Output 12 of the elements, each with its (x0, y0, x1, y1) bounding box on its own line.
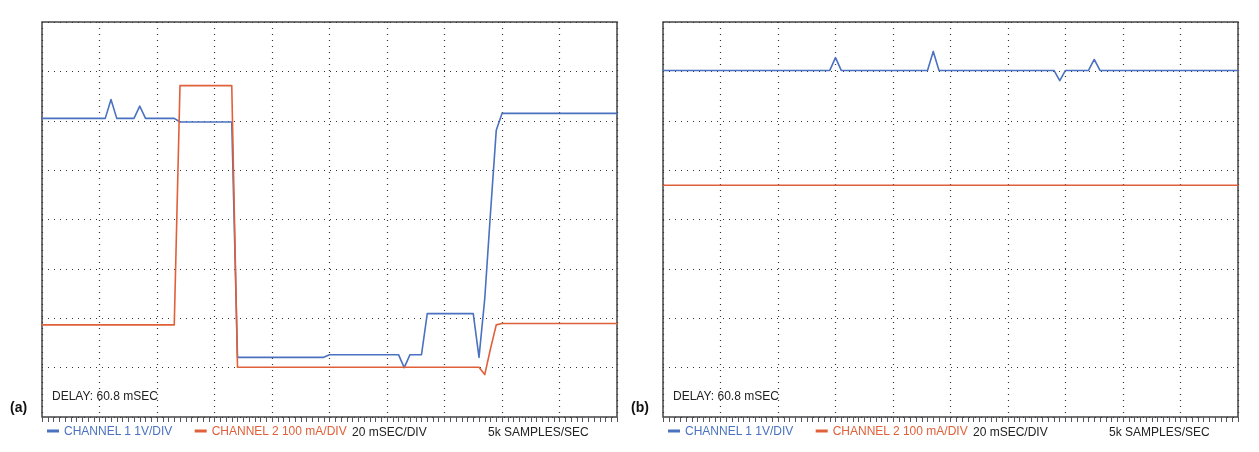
legend-label: CHANNEL 2 100 mA/DIV (832, 424, 968, 438)
text: 20 mSEC/DIV (973, 425, 1048, 439)
legend-label: CHANNEL 2 100 mA/DIV (211, 424, 347, 438)
text: 5k SAMPLES/SEC (488, 425, 590, 439)
text: 20 mSEC/DIV (352, 425, 427, 439)
annotation: DELAY: 60.8 mSEC (673, 389, 780, 403)
legend-label: CHANNEL 1 1V/DIV (64, 424, 173, 438)
text: 5k SAMPLES/SEC (1109, 425, 1211, 439)
legend-label: CHANNEL 1 1V/DIV (685, 424, 794, 438)
annotation: DELAY: 60.8 mSEC (52, 389, 159, 403)
text: (b) (631, 399, 649, 415)
text: (a) (10, 399, 28, 415)
